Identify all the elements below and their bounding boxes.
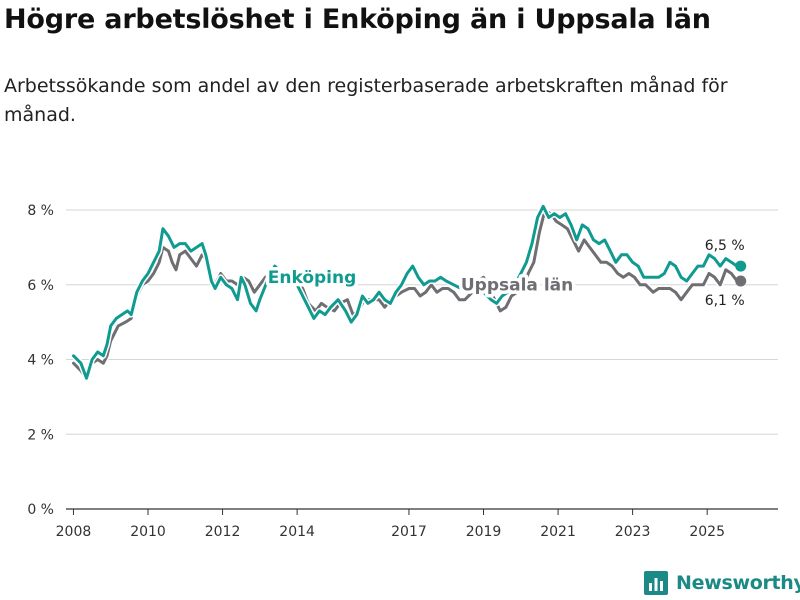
x-tick-label: 2014	[279, 524, 315, 540]
x-tick-label: 2021	[540, 524, 576, 540]
y-tick-label: 4 %	[27, 353, 54, 369]
brand-name: Newsworthy	[676, 572, 800, 594]
series-end-label: 6,1 %	[705, 293, 745, 309]
series-lines	[70, 203, 744, 382]
axes: 0 % 2 % 4 % 6 % 8 % 2008 2010 2012 2014 2017 2019 2…	[27, 203, 778, 540]
series-end-label: 6,5 %	[705, 238, 745, 254]
brand-logo[interactable]: Newsworthy	[644, 568, 800, 598]
chart-title: Högre arbetslöshet i Enköping än i Uppsa…	[4, 4, 711, 35]
y-tick-label: 2 %	[27, 427, 54, 443]
x-tick-label: 2008	[56, 524, 92, 540]
series-end-marker	[735, 275, 747, 287]
x-tick-label: 2019	[466, 524, 502, 540]
y-tick-label: 0 %	[27, 502, 54, 518]
x-tick-label: 2025	[689, 524, 725, 540]
chart-subtitle: Arbetssökande som andel av den registerb…	[4, 75, 728, 126]
series-line	[72, 208, 743, 380]
bar-chart-logo-icon	[644, 571, 668, 595]
series-halo	[70, 207, 744, 382]
x-tick-label: 2012	[205, 524, 241, 540]
series-label-halo: Uppsala län	[461, 275, 573, 295]
x-tick-label: 2023	[615, 524, 651, 540]
x-tick-label: 2010	[130, 524, 166, 540]
y-tick-label: 6 %	[27, 278, 54, 294]
series-line	[72, 204, 743, 380]
series-label-halo: Enköping	[268, 268, 357, 288]
series-label: Uppsala län	[461, 275, 573, 295]
x-tick-label: 2017	[391, 524, 427, 540]
y-tick-label: 8 %	[27, 203, 54, 219]
line-chart: 0 % 2 % 4 % 6 % 8 % 2008 2010 2012 2014 2017 2019 2…	[27, 203, 778, 540]
series-end-marker	[735, 260, 747, 272]
series-label: Enköping	[268, 268, 357, 288]
